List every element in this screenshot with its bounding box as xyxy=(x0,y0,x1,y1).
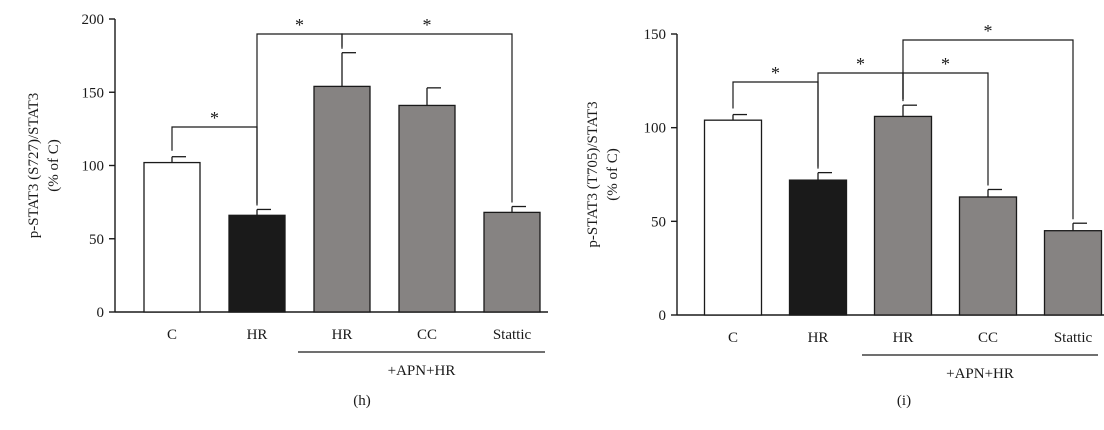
x-tick-label: C xyxy=(167,327,177,343)
y-tick-label: 150 xyxy=(82,85,105,101)
significance-asterisk: * xyxy=(295,15,304,35)
y-tick-label: 200 xyxy=(82,12,105,28)
x-tick-label: C xyxy=(728,330,738,346)
significance-asterisk: * xyxy=(941,54,950,74)
x-tick-label: CC xyxy=(978,330,998,346)
x-tick-label: HR xyxy=(332,327,353,343)
bar xyxy=(483,211,541,313)
bar xyxy=(958,196,1018,316)
y-tick-label: 0 xyxy=(97,305,105,321)
significance-asterisk: * xyxy=(856,54,865,74)
x-tick-label: Stattic xyxy=(1054,330,1093,346)
y-axis-label: p-STAT3 (T705)/STAT3 xyxy=(585,101,601,247)
x-tick-label: HR xyxy=(808,330,829,346)
significance-asterisk: * xyxy=(984,21,993,41)
bar xyxy=(313,85,371,313)
group-label: +APN+HR xyxy=(388,363,456,379)
x-tick-label: Stattic xyxy=(493,327,532,343)
bar xyxy=(143,161,201,313)
bar xyxy=(398,104,456,313)
group-label: +APN+HR xyxy=(946,366,1014,382)
y-axis-label: p-STAT3 (S727)/STAT3 xyxy=(26,93,42,239)
bar xyxy=(1043,230,1103,316)
x-tick-label: HR xyxy=(893,330,914,346)
significance-asterisk: * xyxy=(771,63,780,83)
significance-asterisk: * xyxy=(210,108,219,128)
x-tick-label: HR xyxy=(247,327,268,343)
bar xyxy=(788,179,848,316)
x-tick-label: CC xyxy=(417,327,437,343)
bar xyxy=(873,115,933,316)
y-tick-label: 0 xyxy=(659,308,667,324)
y-tick-label: 150 xyxy=(644,27,667,43)
significance-asterisk: * xyxy=(423,15,432,35)
y-tick-label: 100 xyxy=(644,121,667,137)
bar xyxy=(703,119,763,316)
significance-bracket xyxy=(341,33,513,203)
y-axis-label-sub: (% of C) xyxy=(46,139,62,192)
y-tick-label: 50 xyxy=(89,232,104,248)
chart-panel-i: 0 50 100 150 p-STAT3 (T705)/STAT3 (% of C) C HR… xyxy=(585,21,1104,409)
chart-panel-h: 0 50 100 150 200 p-STAT3 (S727)/STAT3 (% of C)… xyxy=(26,12,548,409)
y-axis-label-sub: (% of C) xyxy=(605,148,621,201)
panel-label: (h) xyxy=(353,393,371,409)
bar xyxy=(228,214,286,313)
panel-label: (i) xyxy=(897,393,911,409)
significance-bracket xyxy=(902,39,1074,220)
y-tick-label: 100 xyxy=(82,159,105,175)
y-tick-label: 50 xyxy=(651,214,666,230)
